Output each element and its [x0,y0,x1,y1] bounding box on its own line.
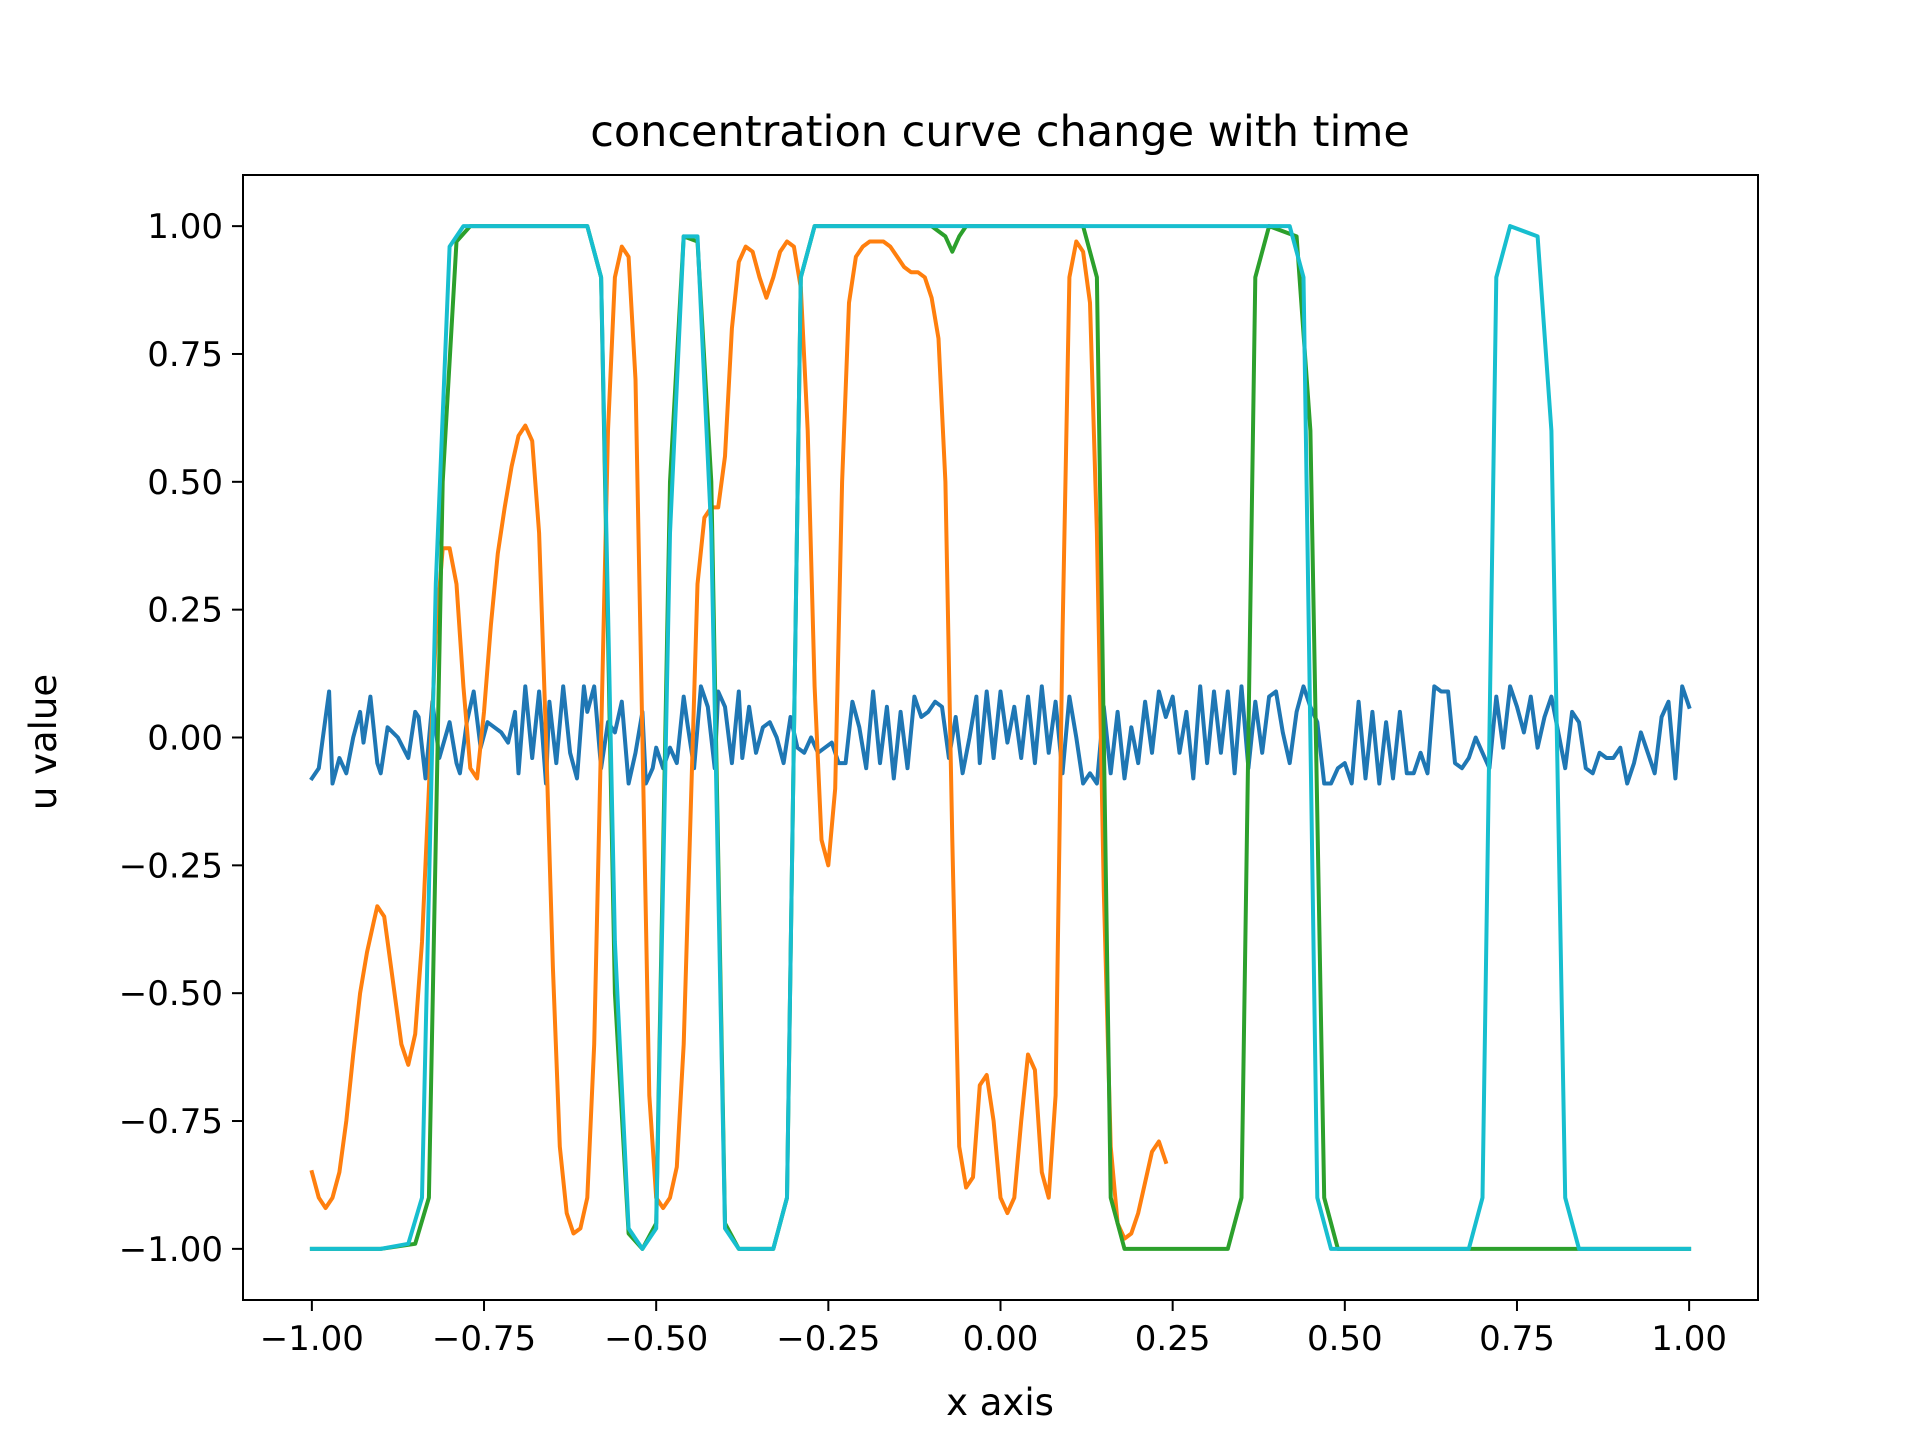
y-tick-label: −1.00 [119,1230,223,1270]
y-tick-label: 1.00 [147,207,223,247]
series-layer [309,224,1692,1251]
y-axis-label: u value [22,674,65,810]
x-tick-label: −1.00 [260,1319,364,1359]
y-tick-label: 0.00 [147,719,223,759]
x-axis-label: x axis [946,1381,1054,1424]
y-tick-label: −0.75 [119,1102,223,1142]
axes-layer: −1.00 −0.75 −0.50 −0.25 0.00 0.25 0.50 0.75 1.00… [119,174,1759,1359]
x-tick-label: −0.75 [432,1319,536,1359]
x-tick-label: 0.50 [1307,1319,1383,1359]
y-tick-label: −0.50 [119,974,223,1014]
y-tick-label: 0.25 [147,591,223,631]
x-tick-label: 1.00 [1651,1319,1727,1359]
x-tick-label: 0.00 [963,1319,1039,1359]
chart-title: concentration curve change with time [590,107,1410,157]
x-tick-label: −0.25 [776,1319,880,1359]
x-tick-label: −0.50 [604,1319,708,1359]
series-line-1 [309,684,1692,786]
x-tick-label: 0.75 [1479,1319,1555,1359]
y-tick-label: 0.75 [147,335,223,375]
series-line-4 [309,224,1692,1251]
x-tick-label: 0.25 [1135,1319,1211,1359]
series-line-2 [309,239,1169,1241]
y-tick-label: −0.25 [119,846,223,886]
y-tick-label: 0.50 [147,463,223,503]
